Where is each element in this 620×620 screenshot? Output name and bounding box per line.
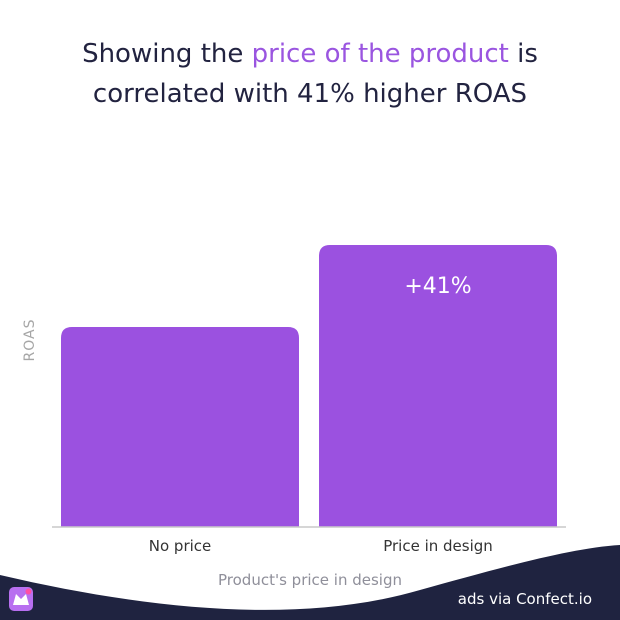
data-label: +41% xyxy=(404,274,471,299)
x-axis-label: Product's price in design xyxy=(218,571,402,589)
title-part-2: is xyxy=(508,39,538,69)
title-highlight: price of the product xyxy=(251,39,509,69)
chart-title: Showing the price of the product is corr… xyxy=(0,34,620,114)
confect-logo-icon xyxy=(9,587,33,611)
title-part-1: Showing the xyxy=(82,39,252,69)
x-ticks-group: No price Price in design xyxy=(149,537,493,555)
bar-no-price xyxy=(61,327,299,527)
bar-price-in-design xyxy=(319,245,557,527)
title-line-2: correlated with 41% higher ROAS xyxy=(92,79,528,109)
y-axis-label: ROAS xyxy=(22,318,38,362)
x-tick-label: No price xyxy=(149,537,212,555)
title-line-1: Showing the price of the product is xyxy=(0,34,620,74)
brand-text: ads via Confect.io xyxy=(457,590,592,608)
x-tick-label: Price in design xyxy=(383,537,493,555)
footer-wave xyxy=(0,545,620,620)
bars-group: +41% xyxy=(61,245,557,527)
